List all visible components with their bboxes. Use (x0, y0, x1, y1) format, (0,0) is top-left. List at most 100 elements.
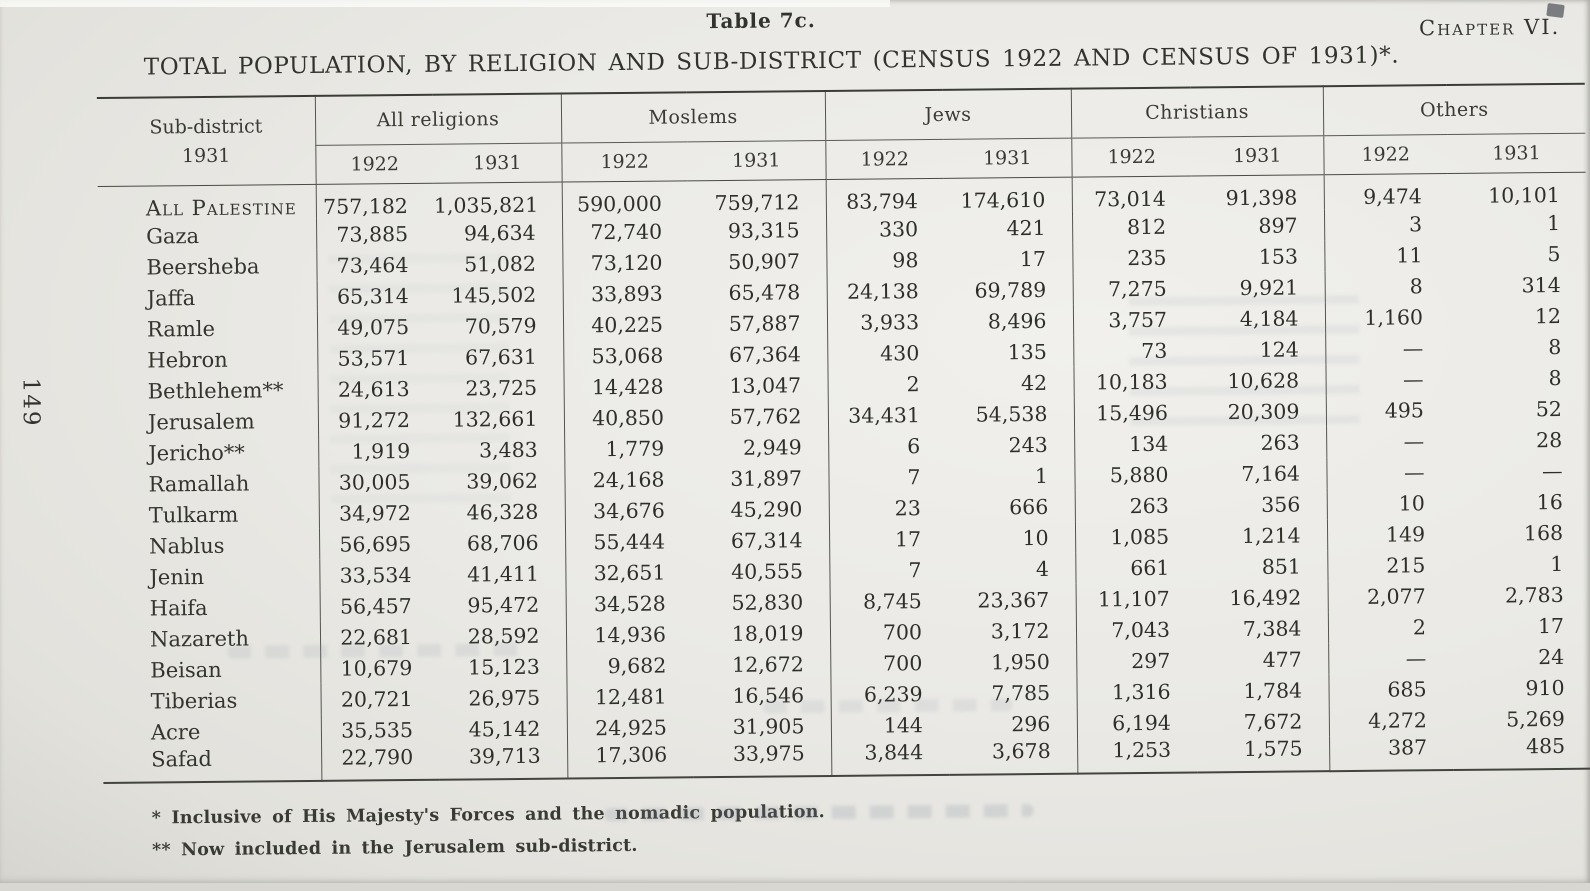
cell-value: 477 (1262, 646, 1302, 672)
year-header-1931: 1931 (687, 140, 826, 181)
cell-value: 314 (1521, 272, 1561, 297)
cell-value: 235 (1072, 241, 1193, 274)
cell-value: 1 (1546, 210, 1561, 235)
column-group-header-others: Others (1322, 83, 1586, 136)
cell-value: 91,272 (317, 403, 437, 436)
cell-value: 52 (1535, 396, 1563, 421)
cell-value: 3,483 (478, 437, 538, 462)
cell-value: 1 (1034, 463, 1049, 488)
cell-value: 263 (1260, 429, 1300, 455)
stub-header: Sub-district 1931 (96, 95, 316, 187)
cell-value: 94,634 (463, 220, 536, 245)
cell-value: 2,783 (1504, 582, 1564, 607)
cell-value: 23,725 (465, 375, 538, 400)
cell-value: 91,398 (1225, 185, 1298, 211)
cell-value: 39,713 (468, 743, 541, 769)
cell-value: 45,290 (730, 496, 803, 522)
cell-value: 4 (1035, 556, 1050, 581)
cell-value: — (1325, 363, 1450, 396)
cell-value: 16,546 (732, 682, 805, 708)
cell-value: 7 (828, 460, 947, 493)
stub-header-line1: Sub-district (149, 115, 263, 139)
cell-value: 9,682 (566, 649, 693, 682)
cell-value: 7,164 (1241, 460, 1301, 486)
row-label: Hebron (99, 342, 318, 376)
cell-value: 73,464 (316, 248, 435, 281)
cell-value: 666 (1009, 494, 1049, 519)
cell-value: 65,314 (316, 279, 435, 312)
cell-value: 53,571 (317, 341, 436, 374)
cell-value: 32,651 (565, 556, 692, 589)
footnotes: * Inclusive of His Majesty's Forces and … (152, 796, 826, 867)
cell-value: 56,457 (319, 589, 438, 622)
cell-value: 53,068 (563, 339, 690, 372)
row-label: Safad (103, 745, 322, 783)
cell-value: 26,975 (468, 685, 541, 710)
year-header-1931: 1931 (943, 138, 1072, 179)
cell-value: 33,975 (732, 741, 805, 766)
row-label: Tulkarm (100, 497, 319, 531)
row-label: Nablus (100, 528, 320, 562)
cell-value: 387 (1329, 735, 1454, 772)
cell-value: 24,613 (317, 372, 436, 405)
cell-value: 7,275 (1072, 272, 1193, 305)
cell-value: 910 (1525, 675, 1565, 700)
cell-value: 430 (827, 336, 946, 369)
cell-value: 34,972 (318, 496, 437, 529)
cell-value: 12,672 (731, 651, 804, 677)
cell-value: 174,610 (960, 187, 1046, 213)
cell-value: 134 (1074, 427, 1195, 460)
cell-value: 23 (828, 491, 947, 524)
page-title: TOTAL POPULATION, BY RELIGION AND SUB-DI… (143, 42, 1400, 81)
cell-value: 46,328 (466, 499, 539, 524)
cell-value: 67,364 (728, 341, 801, 367)
cell-value: 95,472 (467, 592, 540, 617)
cell-value: 8 (1548, 365, 1562, 390)
cell-value: 69,789 (974, 277, 1047, 303)
cell-value: 1,784 (1243, 677, 1303, 703)
cell-value: 18,019 (731, 620, 804, 646)
cell-value: 40,225 (562, 308, 690, 341)
page-number: 149 (17, 377, 44, 428)
cell-value: — (1325, 332, 1450, 365)
cell-value: — (1328, 642, 1453, 675)
row-label: Jericho** (100, 435, 319, 469)
cell-value: 1,214 (1241, 522, 1301, 548)
cell-value: 897 (1258, 212, 1298, 238)
cell-value: 1,950 (991, 649, 1050, 674)
cell-value: 356 (1261, 491, 1301, 517)
cell-value: 1,253 (1077, 737, 1198, 774)
cell-value: 24,168 (564, 463, 691, 496)
cell-value: 5,880 (1074, 458, 1195, 491)
cell-value: 1,035,821 (433, 192, 539, 218)
cell-value: 68,706 (466, 530, 539, 555)
cell-value: 6,194 (1076, 706, 1198, 739)
row-label: All Palestine (97, 184, 317, 221)
cell-value: 135 (1007, 339, 1047, 364)
cell-value: 16 (1536, 489, 1563, 514)
cell-value: 10,679 (320, 651, 439, 684)
cell-value: 10,101 (1488, 182, 1560, 208)
cell-value: 8,496 (987, 308, 1047, 333)
cell-value: 1,160 (1324, 301, 1450, 334)
cell-value: 421 (1006, 215, 1046, 240)
table-body: All Palestine 757,182 1,035,821 590,000 759,… (97, 172, 1590, 783)
cell-value: 2 (1327, 611, 1453, 644)
cell-value: 6,239 (830, 677, 949, 710)
cell-value: 45,142 (468, 716, 541, 741)
cell-value: 3,933 (826, 305, 946, 338)
cell-value: 7,672 (1243, 708, 1303, 734)
cell-value: 24,138 (826, 274, 945, 307)
row-label: Bethlehem** (99, 373, 318, 407)
cell-value: 34,676 (564, 494, 691, 527)
cell-value: 8 (1324, 270, 1449, 303)
cell-value: 10,183 (1073, 365, 1194, 398)
cell-value: 33,893 (562, 277, 689, 310)
year-header-1922: 1922 (1071, 136, 1192, 178)
cell-value: 57,887 (728, 310, 801, 336)
cell-value: — (1326, 425, 1451, 458)
cell-value: 65,478 (728, 279, 801, 305)
cell-value: 17,306 (567, 742, 694, 779)
row-label: Tiberias (102, 683, 321, 717)
